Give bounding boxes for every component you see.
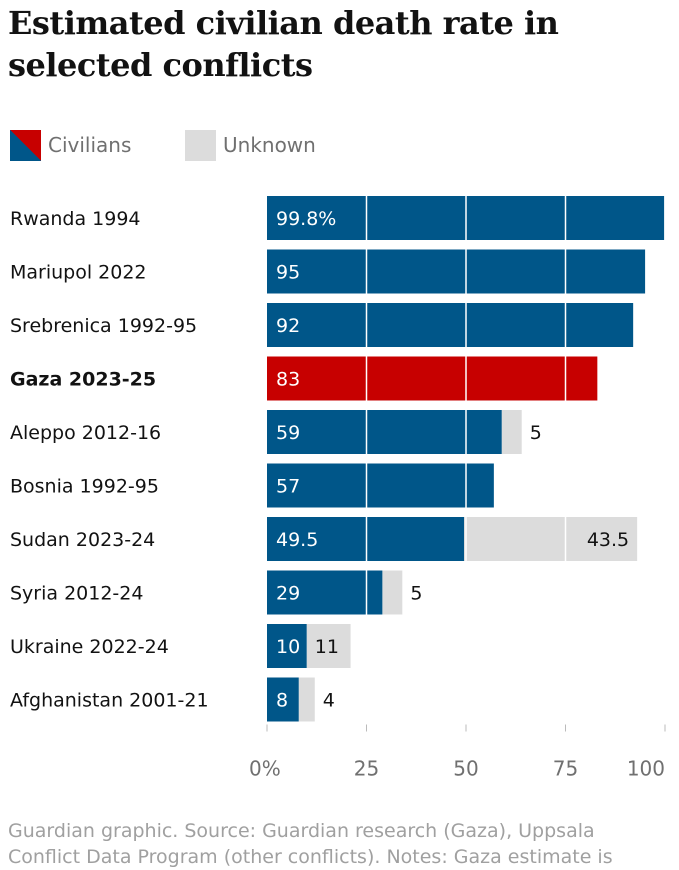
- source-note: Guardian graphic. Source: Guardian resea…: [8, 820, 613, 868]
- bar-civilians: [267, 624, 307, 668]
- bar-civilians: [267, 249, 646, 294]
- category-label: Syria 2012-24: [10, 583, 143, 605]
- bar-civilians: [267, 303, 634, 347]
- bar-unknown: [298, 677, 315, 722]
- x-tick-label: 100: [627, 757, 665, 781]
- bar-unknown: [382, 570, 403, 615]
- value-label-unknown: 4: [323, 690, 335, 712]
- value-label-unknown: 43.5: [587, 529, 629, 551]
- value-label-civilians: 92: [276, 315, 300, 337]
- legend-label-civilians: Civilians: [48, 133, 132, 157]
- bar-unknown: [306, 624, 351, 668]
- value-label-civilians: 8: [276, 690, 288, 712]
- bar-chart: Rwanda 1994 Mariupol 2022 Srebrenica 1992-…: [10, 196, 666, 781]
- category-label: Ukraine 2022-24: [10, 636, 169, 658]
- bar-civilians: [267, 677, 299, 722]
- value-label-civilians: 49.5: [276, 529, 318, 551]
- value-label-civilians: 57: [276, 476, 300, 498]
- bar-unknown: [464, 517, 638, 561]
- x-tick-label: 50: [453, 757, 478, 781]
- category-label: Sudan 2023-24: [10, 529, 155, 551]
- legend-swatch-civilians: [10, 130, 41, 161]
- x-tick-label: 0%: [249, 757, 281, 781]
- value-label-civilians: 59: [276, 422, 300, 444]
- category-label: Bosnia 1992-95: [10, 476, 159, 498]
- bar-civilians: [267, 356, 598, 401]
- value-label-civilians: 83: [276, 369, 300, 391]
- bar-civilians: [267, 570, 383, 615]
- category-label: Afghanistan 2001-21: [10, 690, 209, 712]
- legend-label-unknown: Unknown: [223, 133, 316, 157]
- x-tick-label: 75: [553, 757, 578, 781]
- category-label: Mariupol 2022: [10, 262, 147, 284]
- value-label-unknown: 5: [530, 422, 542, 444]
- category-label: Aleppo 2012-16: [10, 422, 161, 444]
- bar-unknown: [501, 410, 522, 454]
- bar-civilians: [267, 517, 465, 561]
- category-label: Srebrenica 1992-95: [10, 315, 197, 337]
- value-label-unknown: 5: [410, 583, 422, 605]
- category-label: Rwanda 1994: [10, 208, 141, 230]
- bar-civilians: [267, 410, 502, 454]
- value-label-civilians: 29: [276, 583, 300, 605]
- bar-civilians: [267, 463, 494, 508]
- value-label-civilians: 99.8%: [276, 208, 336, 230]
- value-label-civilians: 95: [276, 262, 300, 284]
- value-label-civilians: 10: [276, 636, 300, 658]
- value-label-unknown: 11: [315, 636, 339, 658]
- legend-swatch-unknown: [185, 130, 216, 161]
- category-label: Gaza 2023-25: [10, 369, 156, 391]
- chart-title: Estimated civilian death rate in selecte…: [8, 4, 559, 84]
- x-tick-label: 25: [354, 757, 379, 781]
